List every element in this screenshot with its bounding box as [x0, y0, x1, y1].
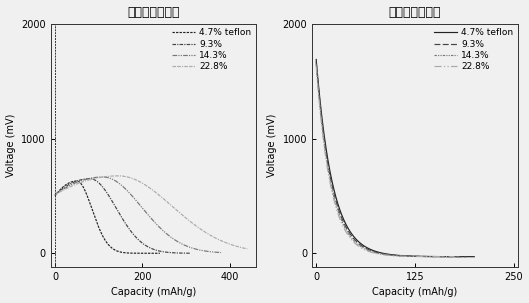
14.3% — [437, 255, 443, 258]
4.7% teflon — [113, 249, 119, 252]
9.3% — [463, 255, 470, 258]
Legend: 4.7% teflon, 9.3%, 14.3%, 22.8%: 4.7% teflon, 9.3%, 14.3%, 22.8% — [434, 28, 513, 71]
22.8% — [432, 255, 439, 258]
14.3% — [153, 222, 159, 225]
4.7% teflon — [405, 254, 411, 258]
22.8% — [169, 204, 175, 208]
9.3% — [442, 255, 449, 258]
Title: 第一次放电曲线: 第一次放电曲线 — [127, 5, 179, 18]
4.7% teflon — [58, 187, 65, 190]
14.3% — [62, 186, 68, 190]
X-axis label: Capacity (mAh/g): Capacity (mAh/g) — [372, 288, 458, 298]
22.8% — [217, 239, 224, 242]
9.3% — [322, 146, 329, 150]
14.3% — [313, 62, 320, 66]
9.3% — [87, 177, 93, 181]
14.3% — [405, 255, 411, 258]
22.8% — [244, 247, 251, 251]
22.8% — [313, 65, 320, 68]
14.3% — [400, 254, 407, 258]
Line: 9.3%: 9.3% — [316, 62, 467, 257]
9.3% — [52, 193, 58, 197]
4.7% teflon — [74, 179, 80, 183]
Y-axis label: Voltage (mV): Voltage (mV) — [6, 114, 15, 177]
14.3% — [422, 255, 428, 258]
22.8% — [115, 174, 122, 178]
14.3% — [100, 175, 106, 179]
9.3% — [187, 251, 194, 255]
14.3% — [322, 147, 328, 151]
9.3% — [60, 186, 67, 190]
14.3% — [149, 217, 155, 221]
9.3% — [400, 254, 407, 258]
Line: 9.3%: 9.3% — [55, 179, 190, 253]
22.8% — [401, 255, 407, 258]
4.7% teflon — [409, 254, 415, 258]
4.7% teflon — [323, 145, 329, 149]
Line: 4.7% teflon: 4.7% teflon — [316, 59, 474, 257]
22.8% — [164, 200, 170, 204]
9.3% — [427, 255, 433, 258]
22.8% — [63, 187, 70, 190]
9.3% — [313, 60, 320, 64]
22.8% — [198, 228, 204, 231]
Legend: 4.7% teflon, 9.3%, 14.3%, 22.8%: 4.7% teflon, 9.3%, 14.3%, 22.8% — [172, 28, 252, 71]
4.7% teflon — [313, 58, 320, 61]
9.3% — [404, 254, 411, 258]
9.3% — [134, 237, 141, 241]
4.7% teflon — [142, 251, 149, 255]
4.7% teflon — [132, 251, 138, 255]
Line: 22.8%: 22.8% — [316, 66, 454, 257]
14.3% — [195, 248, 202, 251]
9.3% — [169, 251, 175, 255]
4.7% teflon — [119, 251, 125, 254]
22.8% — [397, 254, 403, 258]
4.7% teflon — [471, 255, 477, 258]
9.3% — [155, 249, 161, 252]
Line: 14.3%: 14.3% — [55, 177, 221, 253]
22.8% — [418, 255, 424, 258]
9.3% — [138, 241, 144, 244]
22.8% — [175, 209, 181, 213]
Line: 4.7% teflon: 4.7% teflon — [55, 181, 160, 253]
X-axis label: Capacity (mAh/g): Capacity (mAh/g) — [111, 288, 196, 298]
14.3% — [218, 251, 224, 255]
Title: 第二次放电曲线: 第二次放电曲线 — [389, 5, 441, 18]
14.3% — [178, 242, 184, 245]
22.8% — [451, 255, 458, 258]
4.7% teflon — [433, 255, 439, 258]
22.8% — [322, 148, 328, 152]
22.8% — [52, 193, 58, 197]
4.7% teflon — [116, 250, 122, 253]
4.7% teflon — [449, 255, 455, 258]
14.3% — [397, 254, 403, 258]
14.3% — [158, 227, 164, 231]
4.7% teflon — [414, 255, 420, 258]
Line: 14.3%: 14.3% — [316, 64, 460, 257]
9.3% — [409, 255, 415, 258]
14.3% — [457, 255, 463, 258]
22.8% — [394, 254, 400, 258]
9.3% — [131, 233, 137, 237]
14.3% — [52, 193, 58, 197]
4.7% teflon — [52, 194, 58, 198]
Y-axis label: Voltage (mV): Voltage (mV) — [267, 114, 277, 177]
4.7% teflon — [157, 251, 163, 255]
Line: 22.8%: 22.8% — [55, 176, 248, 249]
